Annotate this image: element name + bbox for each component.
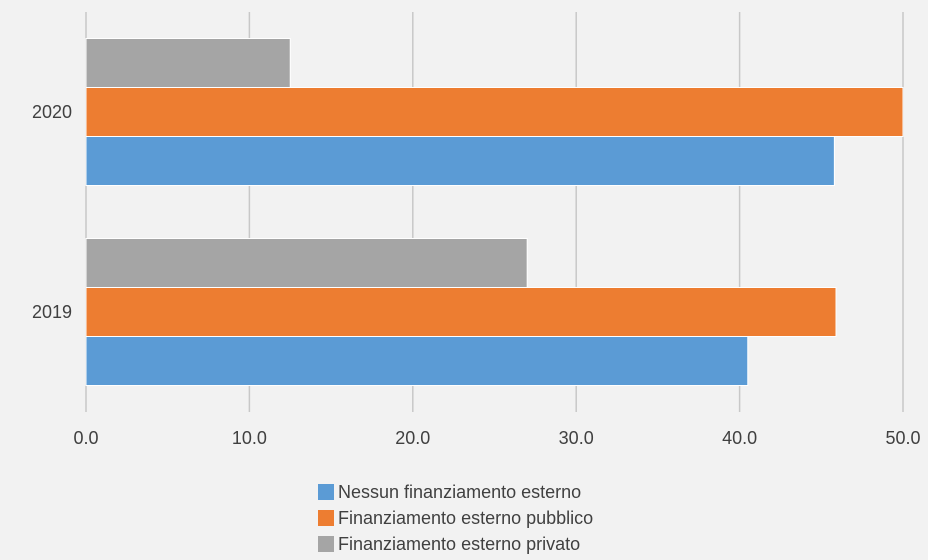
- x-tick-label: 0.0: [73, 428, 98, 448]
- bar: [85, 136, 835, 186]
- bar: [85, 87, 904, 137]
- legend-label: Nessun finanziamento esterno: [338, 481, 582, 502]
- legend-label: Finanziamento esterno pubblico: [338, 507, 594, 528]
- bar: [85, 38, 291, 88]
- legend-swatch: [318, 484, 334, 500]
- legend-swatch: [318, 536, 334, 552]
- legend-item: Finanziamento esterno pubblico: [318, 506, 593, 530]
- bar-chart: 0.0 10.0 20.0 30.0 40.0 50.0 2020 2019: [32, 12, 921, 448]
- bar: [85, 238, 528, 288]
- y-category-label: 2019: [32, 302, 72, 322]
- legend-swatch: [318, 510, 334, 526]
- x-tick-label: 30.0: [559, 428, 594, 448]
- legend-item: Finanziamento esterno privato: [318, 532, 593, 556]
- axes: 0.0 10.0 20.0 30.0 40.0 50.0 2020 2019: [32, 102, 921, 448]
- legend: Nessun finanziamento esterno Finanziament…: [318, 480, 593, 556]
- y-category-label: 2020: [32, 102, 72, 122]
- x-tick-label: 50.0: [885, 428, 920, 448]
- x-tick-label: 10.0: [232, 428, 267, 448]
- bar: [85, 336, 749, 386]
- x-tick-label: 20.0: [395, 428, 430, 448]
- x-tick-label: 40.0: [722, 428, 757, 448]
- bar: [85, 287, 837, 337]
- legend-label: Finanziamento esterno privato: [338, 533, 581, 554]
- bars: [85, 38, 904, 386]
- legend-item: Nessun finanziamento esterno: [318, 480, 593, 504]
